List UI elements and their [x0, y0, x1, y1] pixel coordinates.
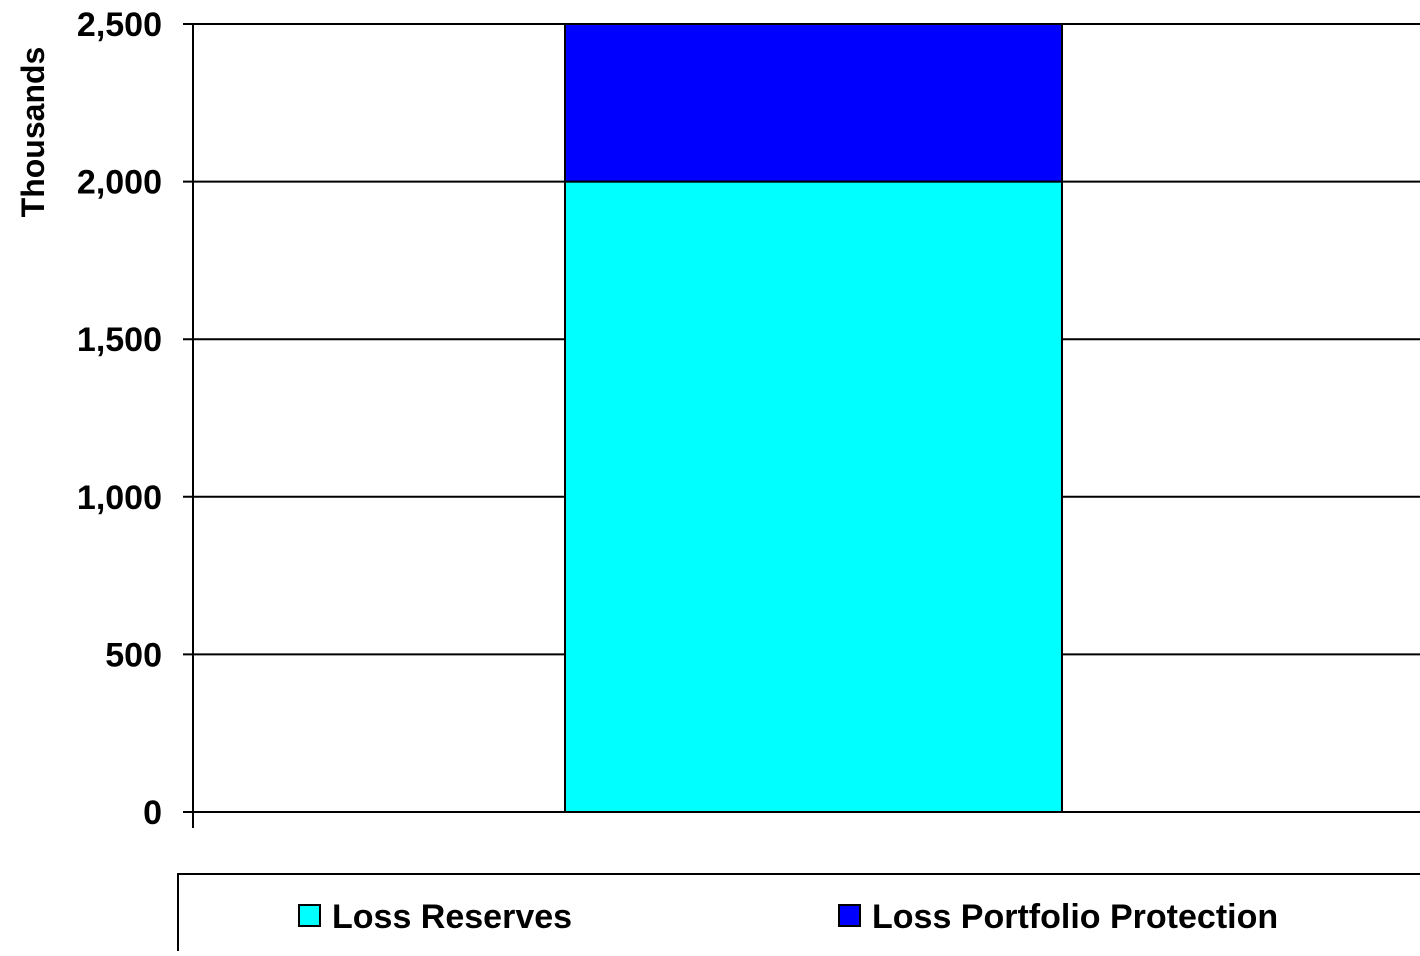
legend-label: Loss Reserves: [332, 898, 572, 936]
bar-segment: [564, 180, 1063, 814]
y-axis-title: Thousands: [15, 47, 51, 218]
legend-swatch: [838, 904, 861, 927]
y-tick-label: 500: [105, 636, 162, 674]
bar-segment: [564, 23, 1063, 183]
axes: [183, 24, 1420, 828]
legend-box: [177, 873, 1420, 956]
bars: [564, 23, 1063, 814]
legend-swatch: [298, 904, 321, 927]
y-tick-label: 2,500: [77, 6, 162, 44]
y-tick-label: 1,000: [77, 479, 162, 517]
y-tick-labels: 0 500 1,000 1,500 2,000 2,500: [77, 6, 162, 832]
y-tick-label: 2,000: [77, 164, 162, 202]
y-tick-label: 0: [143, 794, 162, 832]
legend-label: Loss Portfolio Protection: [872, 898, 1278, 936]
legend: Loss Reserves Loss Portfolio Protection: [177, 873, 1420, 956]
y-tick-label: 1,500: [77, 321, 162, 359]
legend-items: Loss Reserves Loss Portfolio Protection: [298, 898, 1278, 936]
